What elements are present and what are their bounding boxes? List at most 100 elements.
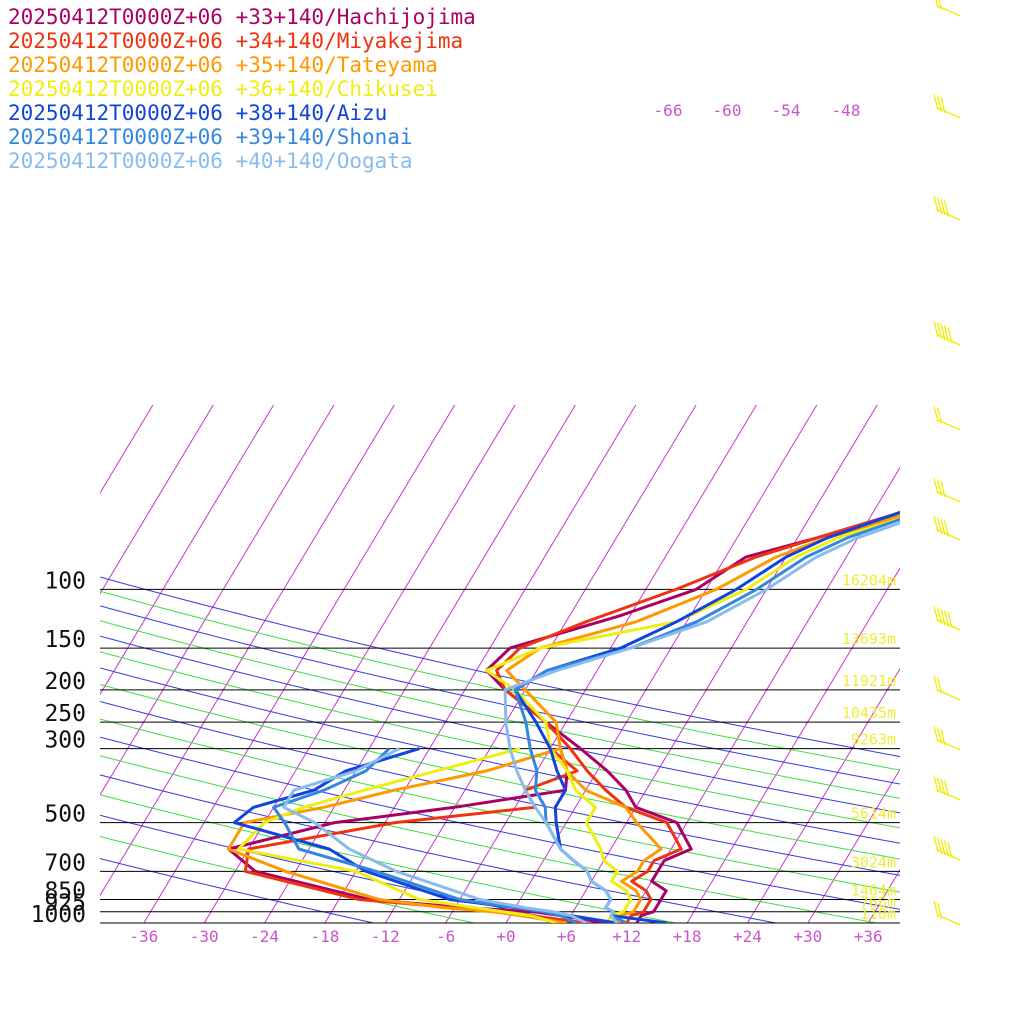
wind-barb-feather [943,325,950,342]
pressure-label: 300 [44,728,86,754]
wind-barb-feather [933,93,939,111]
wind-barb-feather [933,515,939,533]
pressure-label: 1000 [31,902,86,928]
wind-barb [933,405,961,431]
isotherm-line [100,404,275,696]
wind-barb-feather [940,778,946,796]
temperature-tick-label: +24 [733,927,762,946]
temperature-trace [485,517,900,923]
height-label: 110m [860,905,896,923]
wind-barb-feather [943,200,950,217]
height-label: 3024m [851,853,896,871]
dry-adiabat-line [100,794,676,923]
wind-barb-feather [943,780,950,797]
wind-barb-feather [940,96,946,114]
isotherm-line [747,667,900,923]
temperature-tick-label: -6 [436,927,455,946]
wind-barb [933,320,961,346]
wind-barb-feather [947,326,953,344]
dry-adiabat-line [100,774,777,923]
isotherm-line [100,404,335,796]
temperature-tick-label: +12 [612,927,641,946]
pressure-label: 500 [44,802,86,828]
wind-barb-feather [933,320,939,338]
wind-barb [933,675,961,701]
legend-entry: 20250412T0000Z+06 +38+140/Aizu [8,101,387,125]
wind-barb-feather [936,902,943,919]
wind-barb-feather [940,518,946,536]
isotherm-line [100,404,214,595]
pressure-label: 200 [44,669,86,695]
legend-entry: 20250412T0000Z+06 +34+140/Miyakejima [8,29,463,53]
temperature-tick-label: +18 [673,927,702,946]
pressure-label: 850 [44,878,86,904]
dry-adiabat-line [100,736,900,910]
temperature-tick-label: -18 [310,927,339,946]
height-label: 9263m [851,731,896,749]
wind-barb [933,515,961,541]
chart-grid [100,404,900,923]
wind-barb-feather [940,198,946,216]
pressure-label: 700 [44,850,86,876]
wind-barb-feather [936,727,943,744]
sounding-traces [227,510,900,923]
wind-barb-feather [943,520,950,537]
dewpoint-trace [237,747,557,923]
isotherm-line [384,404,697,923]
wind-barb-feather [943,840,950,857]
wind-barb-feather [940,728,946,746]
pressure-label: 250 [44,701,86,727]
dry-adiabat-line [100,683,900,860]
dry-adiabat-line [100,700,900,876]
legend-entry: 20250412T0000Z+06 +40+140/Oogata [8,149,413,173]
wind-barb-feather [940,838,946,856]
wind-barb-feather [933,725,939,743]
height-label: 11921m [842,672,896,690]
wind-barb-feather [933,405,939,423]
legend-entry: 20250412T0000Z+06 +36+140/Chikusei [8,77,438,101]
isobars [100,588,900,924]
dry-adiabat-line [100,667,900,844]
wind-barb-feather [933,775,939,793]
wind-barb-feather [936,197,943,214]
dry-adiabat-line [100,718,900,893]
height-label: 16204m [842,571,896,589]
wind-barb-feather [933,835,939,853]
wind-barb [933,605,961,631]
wind-barb-feather [947,841,953,859]
isotherm-top-label: -54 [772,101,801,120]
legend-entry: 20250412T0000Z+06 +35+140/Tateyama [8,53,438,77]
wind-barbs [933,0,961,926]
wind-barb-feather [933,195,939,213]
wind-barb-feather [936,95,943,112]
dry-adiabat-line [100,635,900,814]
temperature-tick-label: -36 [129,927,158,946]
pressure-label: 100 [44,568,86,594]
legend: 20250412T0000Z+06 +33+140/Hachijojima202… [8,5,476,173]
temperature-tick-label: -12 [371,927,400,946]
wind-barb-feather [940,480,946,498]
isotherm-line [100,404,154,495]
wind-barb [933,900,961,926]
isotherm-line [143,404,456,923]
wind-barb [933,835,961,861]
isotherm-top-label: -60 [713,101,742,120]
wind-barb [933,195,961,221]
height-label: 5614m [851,805,896,823]
height-label: 766m [860,894,896,912]
wind-barb [933,93,961,119]
temperature-tick-label: +36 [854,927,883,946]
wind-barb-feather [933,900,939,918]
wind-barb-feather [935,0,939,9]
height-label: 1464m [851,881,896,899]
isotherm-top-label: -66 [654,101,683,120]
legend-entry: 20250412T0000Z+06 +39+140/Shonai [8,125,413,149]
wind-barb-feather [933,675,939,693]
height-label: 13693m [842,630,896,648]
temperature-trace [495,510,900,923]
wind-barb-feather [933,477,939,495]
dewpoint-trace [282,747,588,923]
wind-barb-feather [943,610,950,627]
wind-barb-feather [936,677,943,694]
